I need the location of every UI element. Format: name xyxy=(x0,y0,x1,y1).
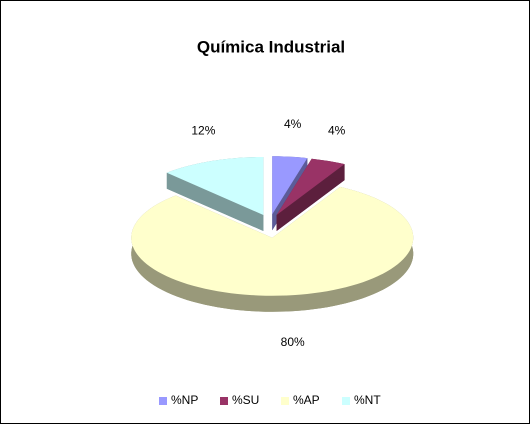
slice-wall xyxy=(166,172,264,231)
slice xyxy=(272,156,308,215)
legend-swatch xyxy=(159,397,167,405)
legend-label: %AP xyxy=(293,393,320,407)
data-label: 80% xyxy=(281,335,305,349)
legend-label: %NT xyxy=(354,393,381,407)
slice xyxy=(166,156,264,215)
data-label: 4% xyxy=(328,123,346,137)
data-label: 4% xyxy=(284,117,302,131)
legend-label: %NP xyxy=(171,393,198,407)
chart-title: Química Industrial xyxy=(197,37,345,56)
legend-swatch xyxy=(342,397,350,405)
legend-swatch xyxy=(281,397,289,405)
slice-wall xyxy=(276,164,345,231)
legend-label: %SU xyxy=(232,393,259,407)
slice xyxy=(276,158,345,215)
slice xyxy=(131,186,414,296)
legend-swatch xyxy=(220,397,228,405)
data-label: 12% xyxy=(191,123,215,137)
